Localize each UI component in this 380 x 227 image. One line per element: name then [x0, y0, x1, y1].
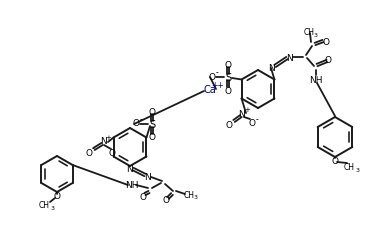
Text: O: O — [225, 120, 233, 129]
Text: Ca: Ca — [204, 85, 216, 95]
Text: O: O — [225, 60, 231, 69]
Text: O: O — [325, 55, 331, 64]
Text: N: N — [145, 172, 151, 181]
Text: -: - — [256, 115, 258, 124]
Text: N: N — [287, 53, 293, 62]
Text: O: O — [331, 156, 339, 165]
Text: O: O — [139, 193, 147, 202]
Text: O: O — [149, 133, 155, 142]
Text: ++: ++ — [212, 80, 224, 89]
Text: +: + — [244, 106, 250, 113]
Text: CH: CH — [344, 163, 355, 172]
Text: CH: CH — [38, 201, 49, 210]
Text: CH: CH — [304, 27, 315, 36]
Text: 3: 3 — [194, 195, 198, 200]
Text: -: - — [215, 68, 218, 77]
Text: NH: NH — [309, 75, 323, 84]
Text: S: S — [225, 73, 231, 83]
Text: O: O — [133, 119, 139, 128]
Text: CH: CH — [184, 190, 195, 199]
Text: 3: 3 — [314, 32, 318, 37]
Text: S: S — [149, 119, 155, 129]
Text: O: O — [323, 37, 329, 46]
Text: N: N — [100, 137, 106, 146]
Text: O: O — [225, 86, 231, 95]
Text: 3: 3 — [356, 168, 360, 173]
Text: 3: 3 — [51, 206, 55, 211]
Text: O: O — [163, 196, 169, 205]
Text: O: O — [249, 118, 255, 127]
Text: NH: NH — [125, 181, 139, 190]
Text: N: N — [239, 109, 245, 118]
Text: O: O — [149, 107, 155, 116]
Text: N: N — [269, 63, 276, 72]
Text: -: - — [139, 115, 142, 124]
Text: O: O — [86, 148, 92, 157]
Text: N: N — [127, 164, 133, 173]
Text: O: O — [54, 192, 60, 201]
Text: +: + — [105, 134, 111, 140]
Text: -: - — [92, 144, 94, 153]
Text: O: O — [209, 72, 215, 81]
Text: O: O — [109, 148, 116, 157]
